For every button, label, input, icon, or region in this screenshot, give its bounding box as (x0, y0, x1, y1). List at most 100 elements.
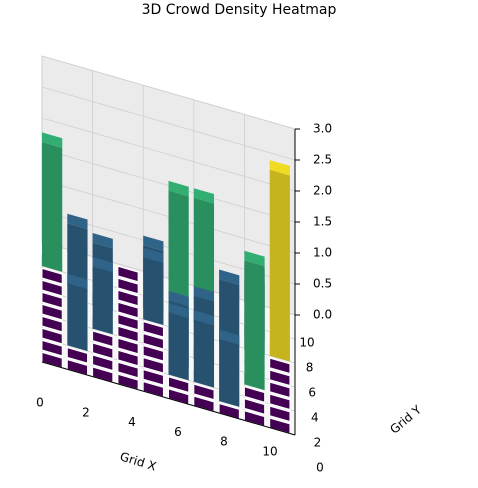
bar (67, 273, 88, 352)
bar-top (67, 213, 88, 230)
bar (168, 180, 189, 321)
bar (142, 356, 164, 374)
bar (41, 279, 63, 297)
bar-top (92, 342, 114, 360)
bar (117, 325, 139, 343)
bar-top (117, 361, 139, 379)
bar (168, 302, 189, 381)
bar (41, 303, 63, 321)
bar (143, 247, 164, 326)
bar-top (168, 376, 190, 393)
bar-top (193, 286, 215, 302)
bar (269, 160, 290, 362)
bar-top (92, 354, 114, 372)
bar-face (219, 279, 240, 347)
bar-top (117, 289, 139, 307)
bar-top (168, 302, 189, 319)
bar-top (42, 132, 63, 148)
bar-face (67, 283, 88, 352)
bar-top (142, 356, 164, 374)
bar (168, 376, 190, 393)
bar (41, 291, 63, 309)
y-tick-label: 2 (314, 435, 322, 449)
z-tick-label: 0.0 (313, 307, 332, 321)
bar-top (269, 405, 291, 423)
bar (41, 267, 63, 285)
chart-title: 3D Crowd Density Heatmap (142, 2, 337, 18)
bar (117, 265, 139, 283)
bar-face (143, 257, 164, 326)
bar-top (243, 398, 266, 415)
z-tick-label: 1.5 (313, 214, 332, 228)
bar-top (117, 325, 139, 343)
bar-top (117, 265, 139, 283)
bar-top (67, 273, 88, 290)
bar-top (41, 267, 63, 285)
bar-face (92, 266, 113, 335)
bar-face (168, 312, 189, 381)
bar-top (41, 327, 63, 345)
bar (92, 256, 113, 335)
bar (269, 369, 291, 387)
bar-top (269, 160, 290, 176)
bar-top (269, 357, 291, 375)
x-axis (41, 361, 296, 436)
bar (142, 368, 164, 386)
x-axis-label: Grid X (118, 449, 158, 473)
bar (117, 337, 139, 355)
bar-top (219, 329, 240, 345)
bar-top (244, 250, 265, 267)
bar-top (142, 332, 164, 350)
bar (142, 332, 164, 350)
y-axis-label: Grid Y (387, 402, 424, 437)
z-tick-label: 2.5 (313, 152, 332, 166)
bar-top (143, 235, 164, 252)
bar (243, 398, 266, 415)
bar-top (269, 381, 291, 399)
bar-face (219, 339, 240, 407)
bar (193, 310, 215, 388)
bar-top (117, 337, 139, 355)
y-tick-label: 4 (311, 410, 319, 424)
bar (117, 277, 139, 295)
bar-top (41, 279, 63, 297)
bar-face (193, 319, 215, 388)
bar (269, 357, 291, 375)
bar (269, 381, 291, 399)
bar (67, 213, 88, 292)
x-tick-label: 10 (262, 444, 277, 458)
bar (41, 327, 63, 345)
bar-face (269, 169, 290, 362)
x-tick-label: 4 (128, 415, 136, 429)
bar (269, 393, 291, 411)
bar-top (219, 269, 240, 285)
bar-top (269, 369, 291, 387)
bar-top (142, 320, 164, 338)
bar (269, 405, 291, 423)
bar-top (66, 347, 89, 364)
bar-top (92, 330, 114, 348)
bar-top (243, 386, 266, 403)
bar (219, 329, 240, 407)
bar-top (41, 339, 63, 357)
bar-top (142, 344, 164, 362)
bar-face (42, 141, 63, 272)
bar-top (193, 310, 215, 326)
z-tick-label: 3.0 (313, 121, 332, 135)
bar-face (244, 260, 265, 391)
y-tick-label: 0 (316, 460, 324, 474)
bar-top (92, 232, 113, 249)
bar-face (67, 223, 88, 292)
bar (117, 289, 139, 307)
bar-top (269, 393, 291, 411)
bar (117, 301, 139, 319)
bar-top (41, 315, 63, 333)
bar (244, 250, 265, 391)
grid-line (41, 55, 296, 130)
x-tick-label: 0 (36, 396, 44, 410)
bar-top (92, 256, 113, 273)
z-tick-label: 0.5 (313, 276, 332, 290)
bar (117, 349, 139, 367)
bar (92, 354, 114, 372)
